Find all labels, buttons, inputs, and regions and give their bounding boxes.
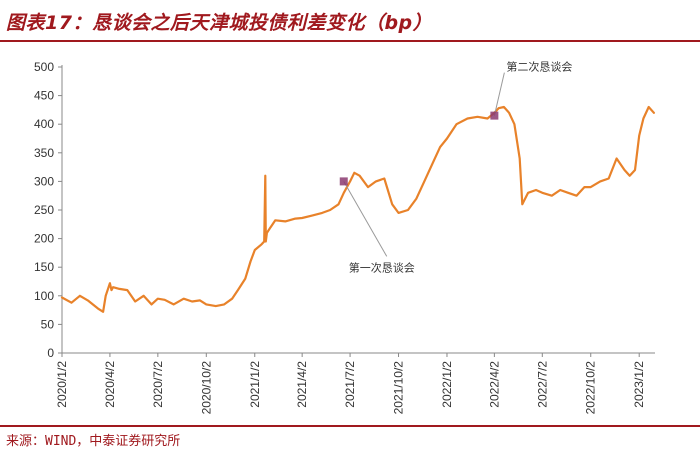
footer-divider [0,425,700,427]
annotation-marker [490,111,499,120]
annotation-leader-line [493,72,505,116]
x-tick-label: 2022/1/2 [440,361,454,408]
title-bar: 图表17：恳谈会之后天津城投债利差变化（bp） [0,0,700,42]
y-tick-label: 450 [34,89,54,103]
chart-title: 图表17：恳谈会之后天津城投债利差变化（bp） [6,12,433,34]
x-tick-label: 2023/1/2 [632,361,646,408]
x-tick-label: 2022/7/2 [535,361,549,408]
y-tick-label: 400 [34,117,54,131]
x-tick-label: 2020/10/2 [199,361,213,415]
annotation-leader-line [343,181,388,257]
y-tick-label: 150 [34,260,54,274]
x-tick-label: 2020/1/2 [55,361,69,408]
annotation-marker [339,177,348,186]
y-tick-label: 500 [34,60,54,74]
y-tick-label: 100 [34,289,54,303]
x-tick-label: 2021/1/2 [248,361,262,408]
spread-line-chart: 0 50 100 150 200 250 300 350 400 450 500 2020/1/2 20… [34,60,656,415]
x-tick-label: 2020/7/2 [151,361,165,408]
annotation-label: 第二次恳谈会 [506,60,572,74]
source-note: 来源：WIND，中泰证券研究所 [6,434,181,449]
x-tick-label: 2022/4/2 [487,361,501,408]
annotation-label: 第一次恳谈会 [349,260,415,274]
x-tick-label: 2020/4/2 [103,361,117,408]
y-tick-label: 300 [34,174,54,188]
x-tick-label: 2022/10/2 [584,361,598,415]
x-tick-label: 2021/4/2 [295,361,309,408]
y-tick-label: 50 [41,317,55,331]
x-tick-label: 2021/10/2 [392,361,406,415]
y-tick-label: 200 [34,232,54,246]
y-tick-label: 350 [34,146,54,160]
y-tick-label: 0 [47,346,54,360]
x-tick-label: 2021/7/2 [343,361,357,408]
spread-series-line [60,105,656,313]
title-divider [0,40,700,42]
y-tick-label: 250 [34,203,54,217]
